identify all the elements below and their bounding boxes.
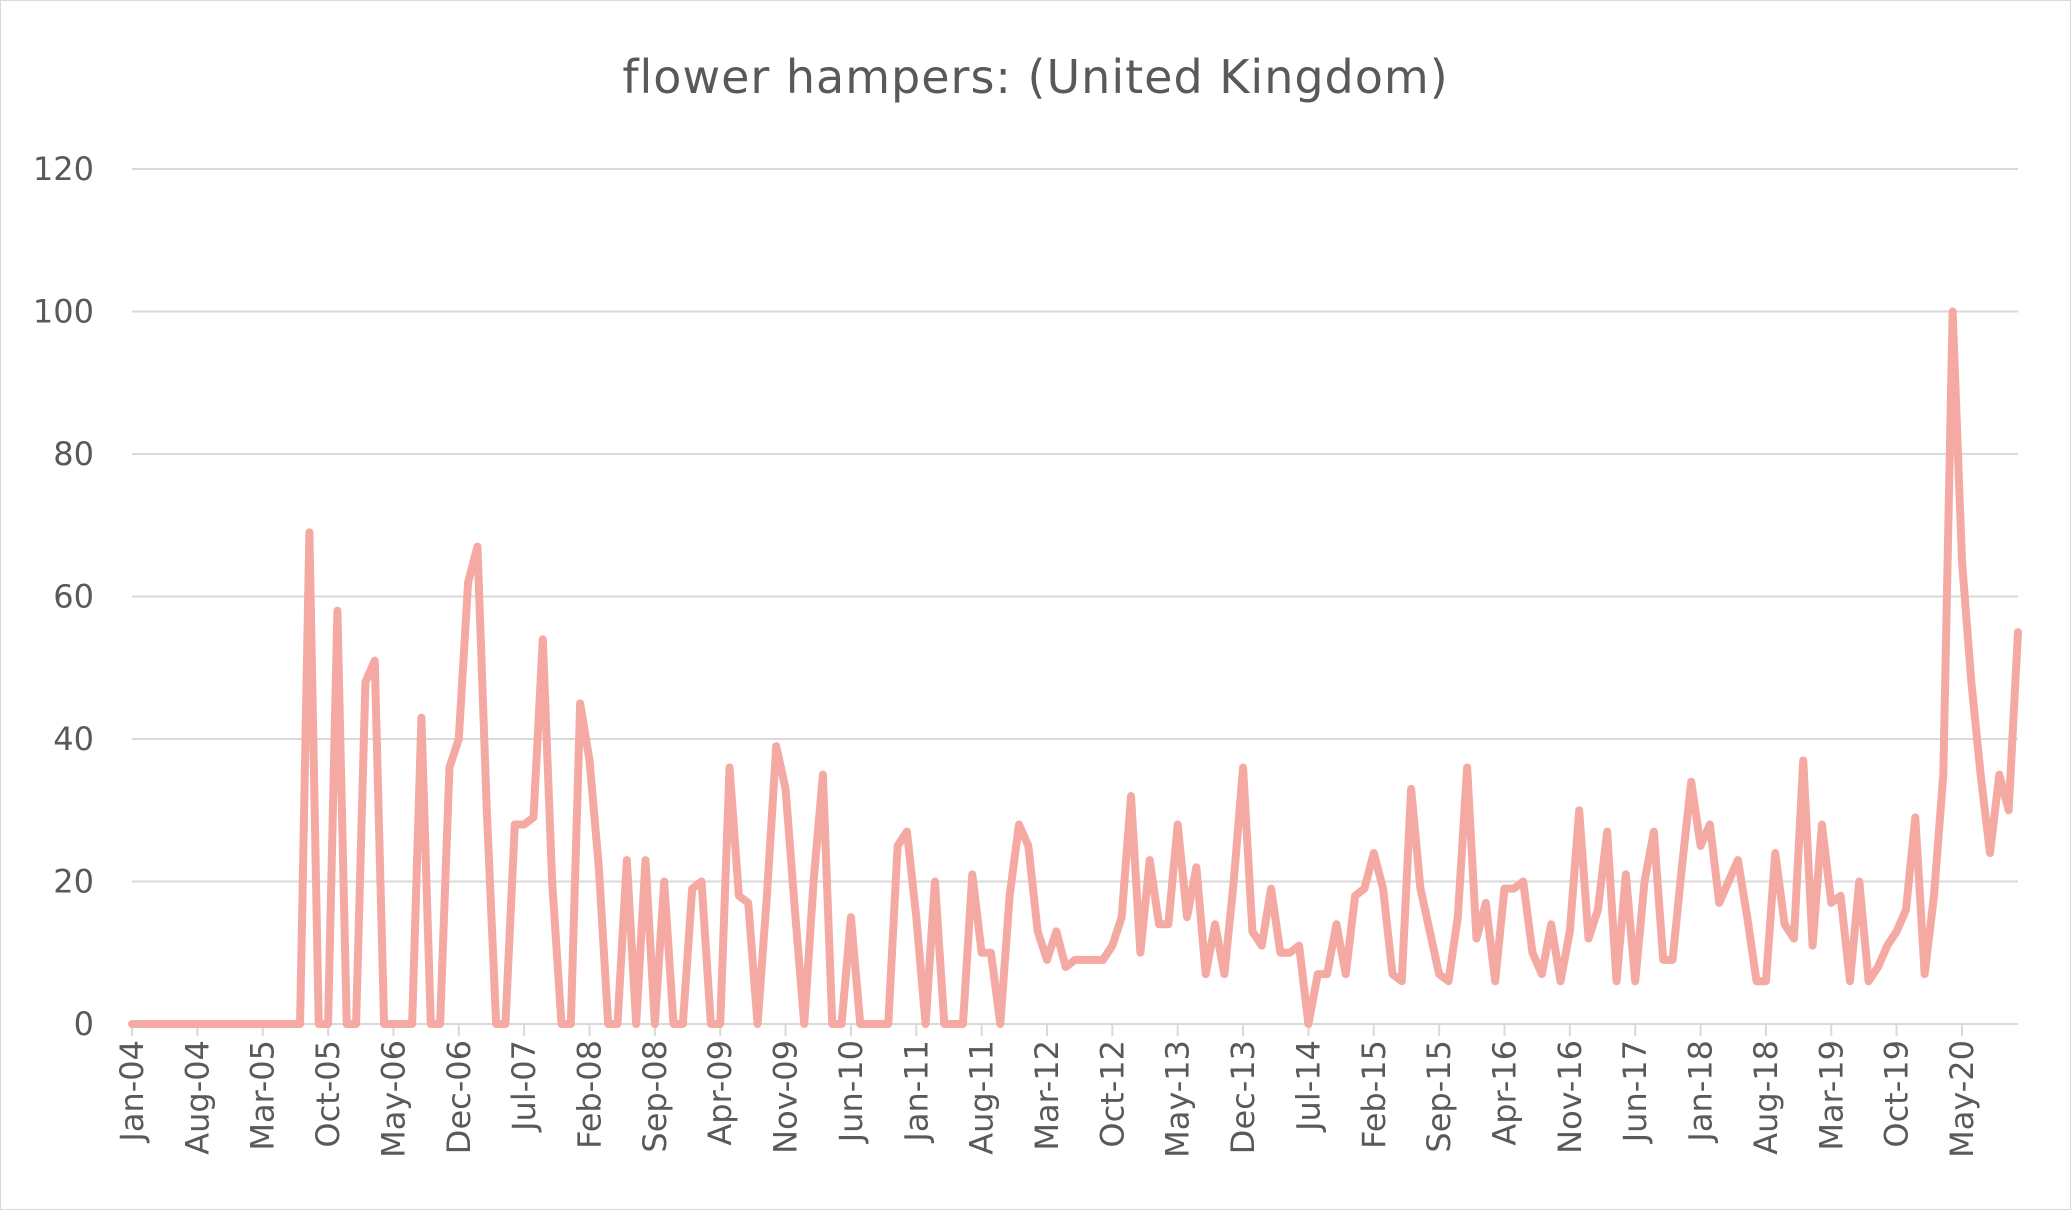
x-tick-label: May-20 [1943,1040,1981,1158]
x-tick-label: May-13 [1159,1040,1197,1158]
x-tick-label: Apr-16 [1485,1040,1523,1146]
x-tick-label: Jul-07 [505,1040,543,1133]
x-tick-label: Mar-12 [1028,1040,1066,1151]
x-tick-label: Jan-18 [1682,1040,1720,1144]
y-tick-label: 20 [53,863,94,901]
y-tick-label: 100 [33,293,94,331]
x-tick-label: May-06 [374,1040,412,1158]
x-tick-label: Feb-15 [1355,1040,1393,1149]
x-tick-label: Mar-19 [1812,1040,1850,1151]
series-line [128,307,2022,1028]
x-tick-label: Sep-08 [636,1040,674,1153]
y-tick-label: 120 [33,150,94,188]
x-tick-label: Mar-05 [244,1040,282,1151]
x-tick-label: Feb-08 [570,1040,608,1149]
x-tick-label: Aug-18 [1747,1040,1785,1155]
x-axis: Jan-04 Aug-04 Mar-05 Oct-05 May-06 Dec-06 Jul-… [113,1023,2018,1158]
y-tick-label: 80 [53,435,94,473]
gridlines [132,168,2018,883]
x-tick-label: Jan-04 [113,1040,151,1144]
x-tick-label: Dec-13 [1224,1040,1262,1154]
y-tick-label: 0 [74,1005,94,1043]
x-tick-label: Nov-16 [1551,1040,1589,1154]
y-axis: 0 20 40 60 80 100 120 [33,150,94,1043]
x-tick-label: Jun-10 [832,1040,870,1144]
x-tick-label: Sep-15 [1420,1040,1458,1153]
y-tick-label: 40 [53,720,94,758]
x-tick-label: Nov-09 [767,1040,805,1154]
x-tick-label: Oct-19 [1878,1040,1916,1148]
x-tick-label: Oct-05 [309,1040,347,1148]
x-tick-label: Jun-17 [1616,1040,1654,1144]
chart-title: flower hampers: (United Kingdom) [622,50,1449,104]
x-tick-label: Aug-11 [963,1040,1001,1155]
x-tick-label: Apr-09 [701,1040,739,1146]
x-tick-label: Oct-12 [1093,1040,1131,1148]
x-tick-label: Dec-06 [440,1040,478,1154]
x-tick-label: Jan-11 [897,1040,935,1144]
x-tick-label: Jul-14 [1289,1040,1327,1133]
x-tick-label: Aug-04 [178,1040,216,1155]
series-layer [128,307,2022,1028]
y-tick-label: 60 [53,578,94,616]
